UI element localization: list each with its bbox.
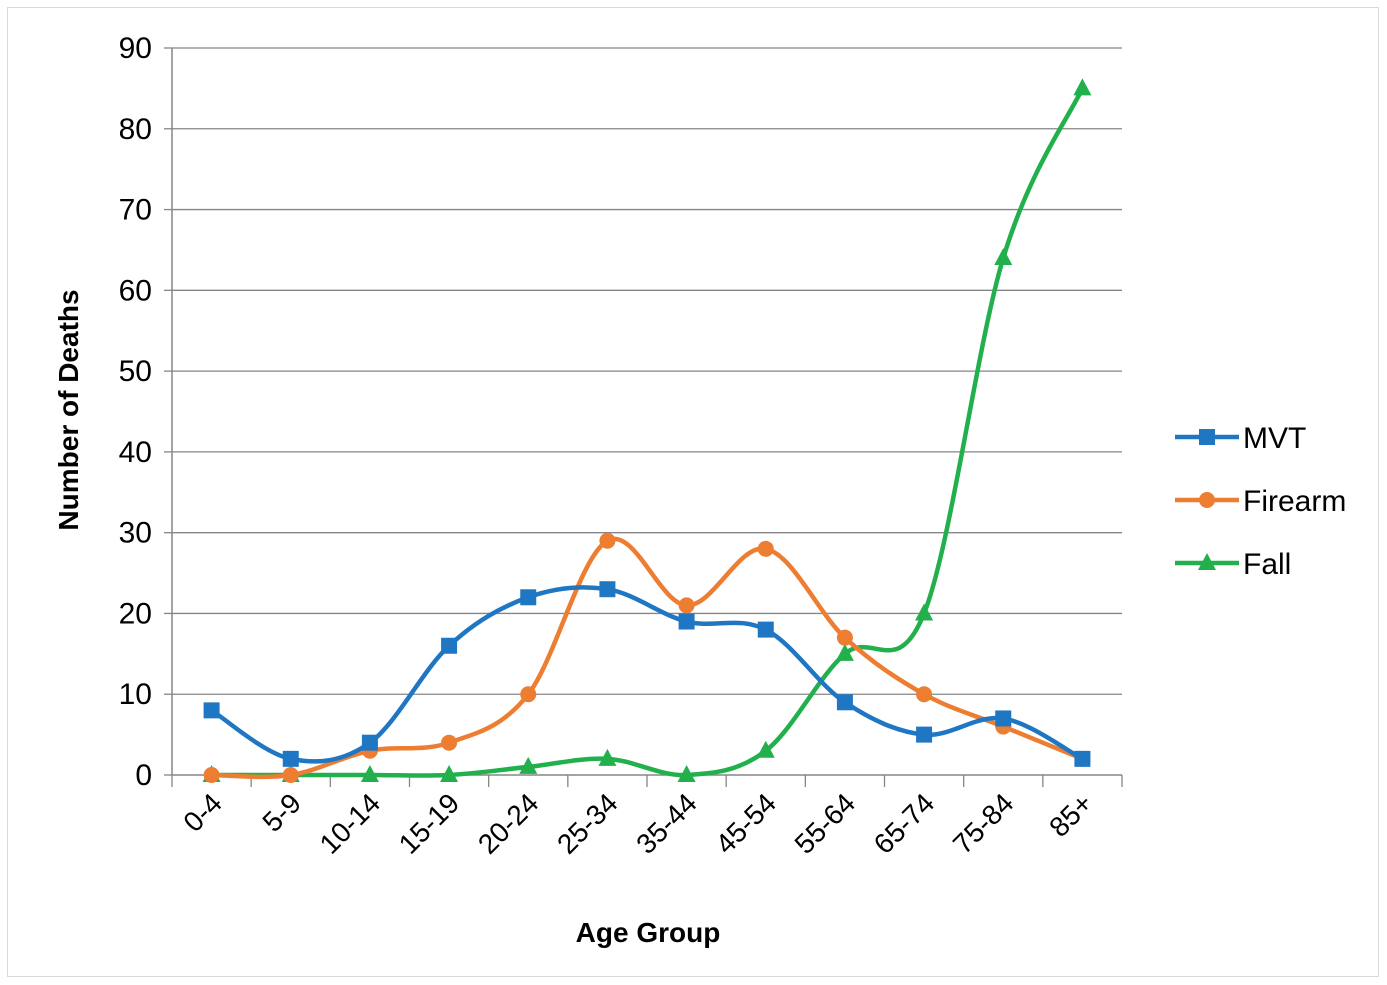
legend-item-mvt: MVT	[1175, 422, 1306, 455]
data-point-firearm	[836, 629, 853, 646]
legend-swatch-marker	[1199, 429, 1215, 445]
legend: MVT Firearm Fall	[1175, 422, 1346, 581]
x-tick-label: 5-9	[256, 787, 307, 838]
y-tick-label: 70	[119, 194, 152, 227]
y-tick-label: 50	[119, 355, 152, 388]
data-point-fall	[756, 740, 775, 758]
data-point-mvt	[361, 734, 378, 751]
data-point-fall	[440, 765, 459, 782]
data-point-fall	[519, 756, 538, 774]
x-tick-label: 45-54	[709, 787, 782, 860]
x-tick-label: 20-24	[472, 787, 545, 860]
x-tick-label: 15-19	[393, 787, 466, 860]
data-point-fall	[835, 643, 854, 661]
y-tick-label: 0	[135, 759, 152, 792]
data-point-firearm	[599, 532, 616, 549]
data-point-mvt	[441, 637, 458, 654]
x-tick-label: 35-44	[630, 787, 703, 860]
series-firearm	[203, 532, 1091, 783]
data-point-mvt	[520, 589, 537, 606]
legend-item-fall: Fall	[1175, 548, 1291, 581]
legend-label: Firearm	[1243, 485, 1346, 518]
data-point-firearm	[441, 734, 458, 751]
y-tick-label: 20	[119, 597, 152, 630]
x-tick-label: 65-74	[868, 787, 941, 860]
series-line-firearm	[211, 536, 1084, 780]
data-point-fall	[598, 748, 617, 766]
x-tick-label: 75-84	[947, 787, 1020, 860]
data-point-mvt	[282, 750, 299, 767]
data-point-mvt	[757, 621, 774, 638]
y-tick-label: 10	[119, 678, 152, 711]
y-tick-label: 60	[119, 274, 152, 307]
y-tick-label: 90	[119, 32, 152, 65]
data-point-firearm	[916, 686, 933, 703]
data-point-firearm	[520, 686, 537, 703]
data-point-fall	[360, 765, 379, 782]
data-point-mvt	[916, 726, 933, 743]
series-fall	[202, 78, 1092, 782]
data-point-fall	[677, 765, 696, 782]
x-tick-label: 25-34	[551, 787, 624, 860]
data-point-mvt	[599, 581, 616, 598]
legend-swatch-marker	[1198, 553, 1216, 570]
y-axis-title: Number of Deaths	[53, 289, 84, 530]
series-line-fall	[211, 87, 1085, 778]
x-tick-label: 55-64	[789, 787, 862, 860]
data-point-mvt	[678, 613, 695, 630]
data-point-fall	[994, 248, 1013, 266]
series-mvt	[203, 581, 1091, 767]
data-point-firearm	[757, 540, 774, 557]
y-tick-label: 40	[119, 436, 152, 469]
series-lines	[202, 78, 1092, 783]
y-tick-label: 30	[119, 517, 152, 550]
axes: 0 10 20 30 40 50 60 70 80 90 0-4 5-9 10-14 15-19 20-24…	[119, 32, 1123, 860]
legend-swatch-marker	[1199, 492, 1215, 508]
chart-frame	[7, 7, 1379, 977]
data-point-firearm	[203, 767, 220, 783]
data-point-firearm	[282, 767, 299, 783]
y-tick-label: 80	[119, 113, 152, 146]
legend-label: MVT	[1243, 422, 1306, 455]
data-point-mvt	[995, 710, 1012, 727]
gridlines	[172, 47, 1122, 695]
data-point-mvt	[203, 702, 220, 719]
x-tick-label: 85+	[1043, 787, 1099, 843]
data-point-fall	[1073, 78, 1092, 96]
x-axis-title: Age Group	[576, 917, 721, 948]
data-point-mvt	[836, 694, 853, 711]
x-tick-label: 0-4	[177, 787, 228, 838]
legend-label: Fall	[1243, 548, 1291, 581]
legend-item-firearm: Firearm	[1175, 485, 1346, 518]
data-point-fall	[915, 603, 934, 621]
x-tick-label: 10-14	[314, 787, 387, 860]
data-point-firearm	[678, 597, 695, 614]
data-point-mvt	[1074, 750, 1091, 767]
